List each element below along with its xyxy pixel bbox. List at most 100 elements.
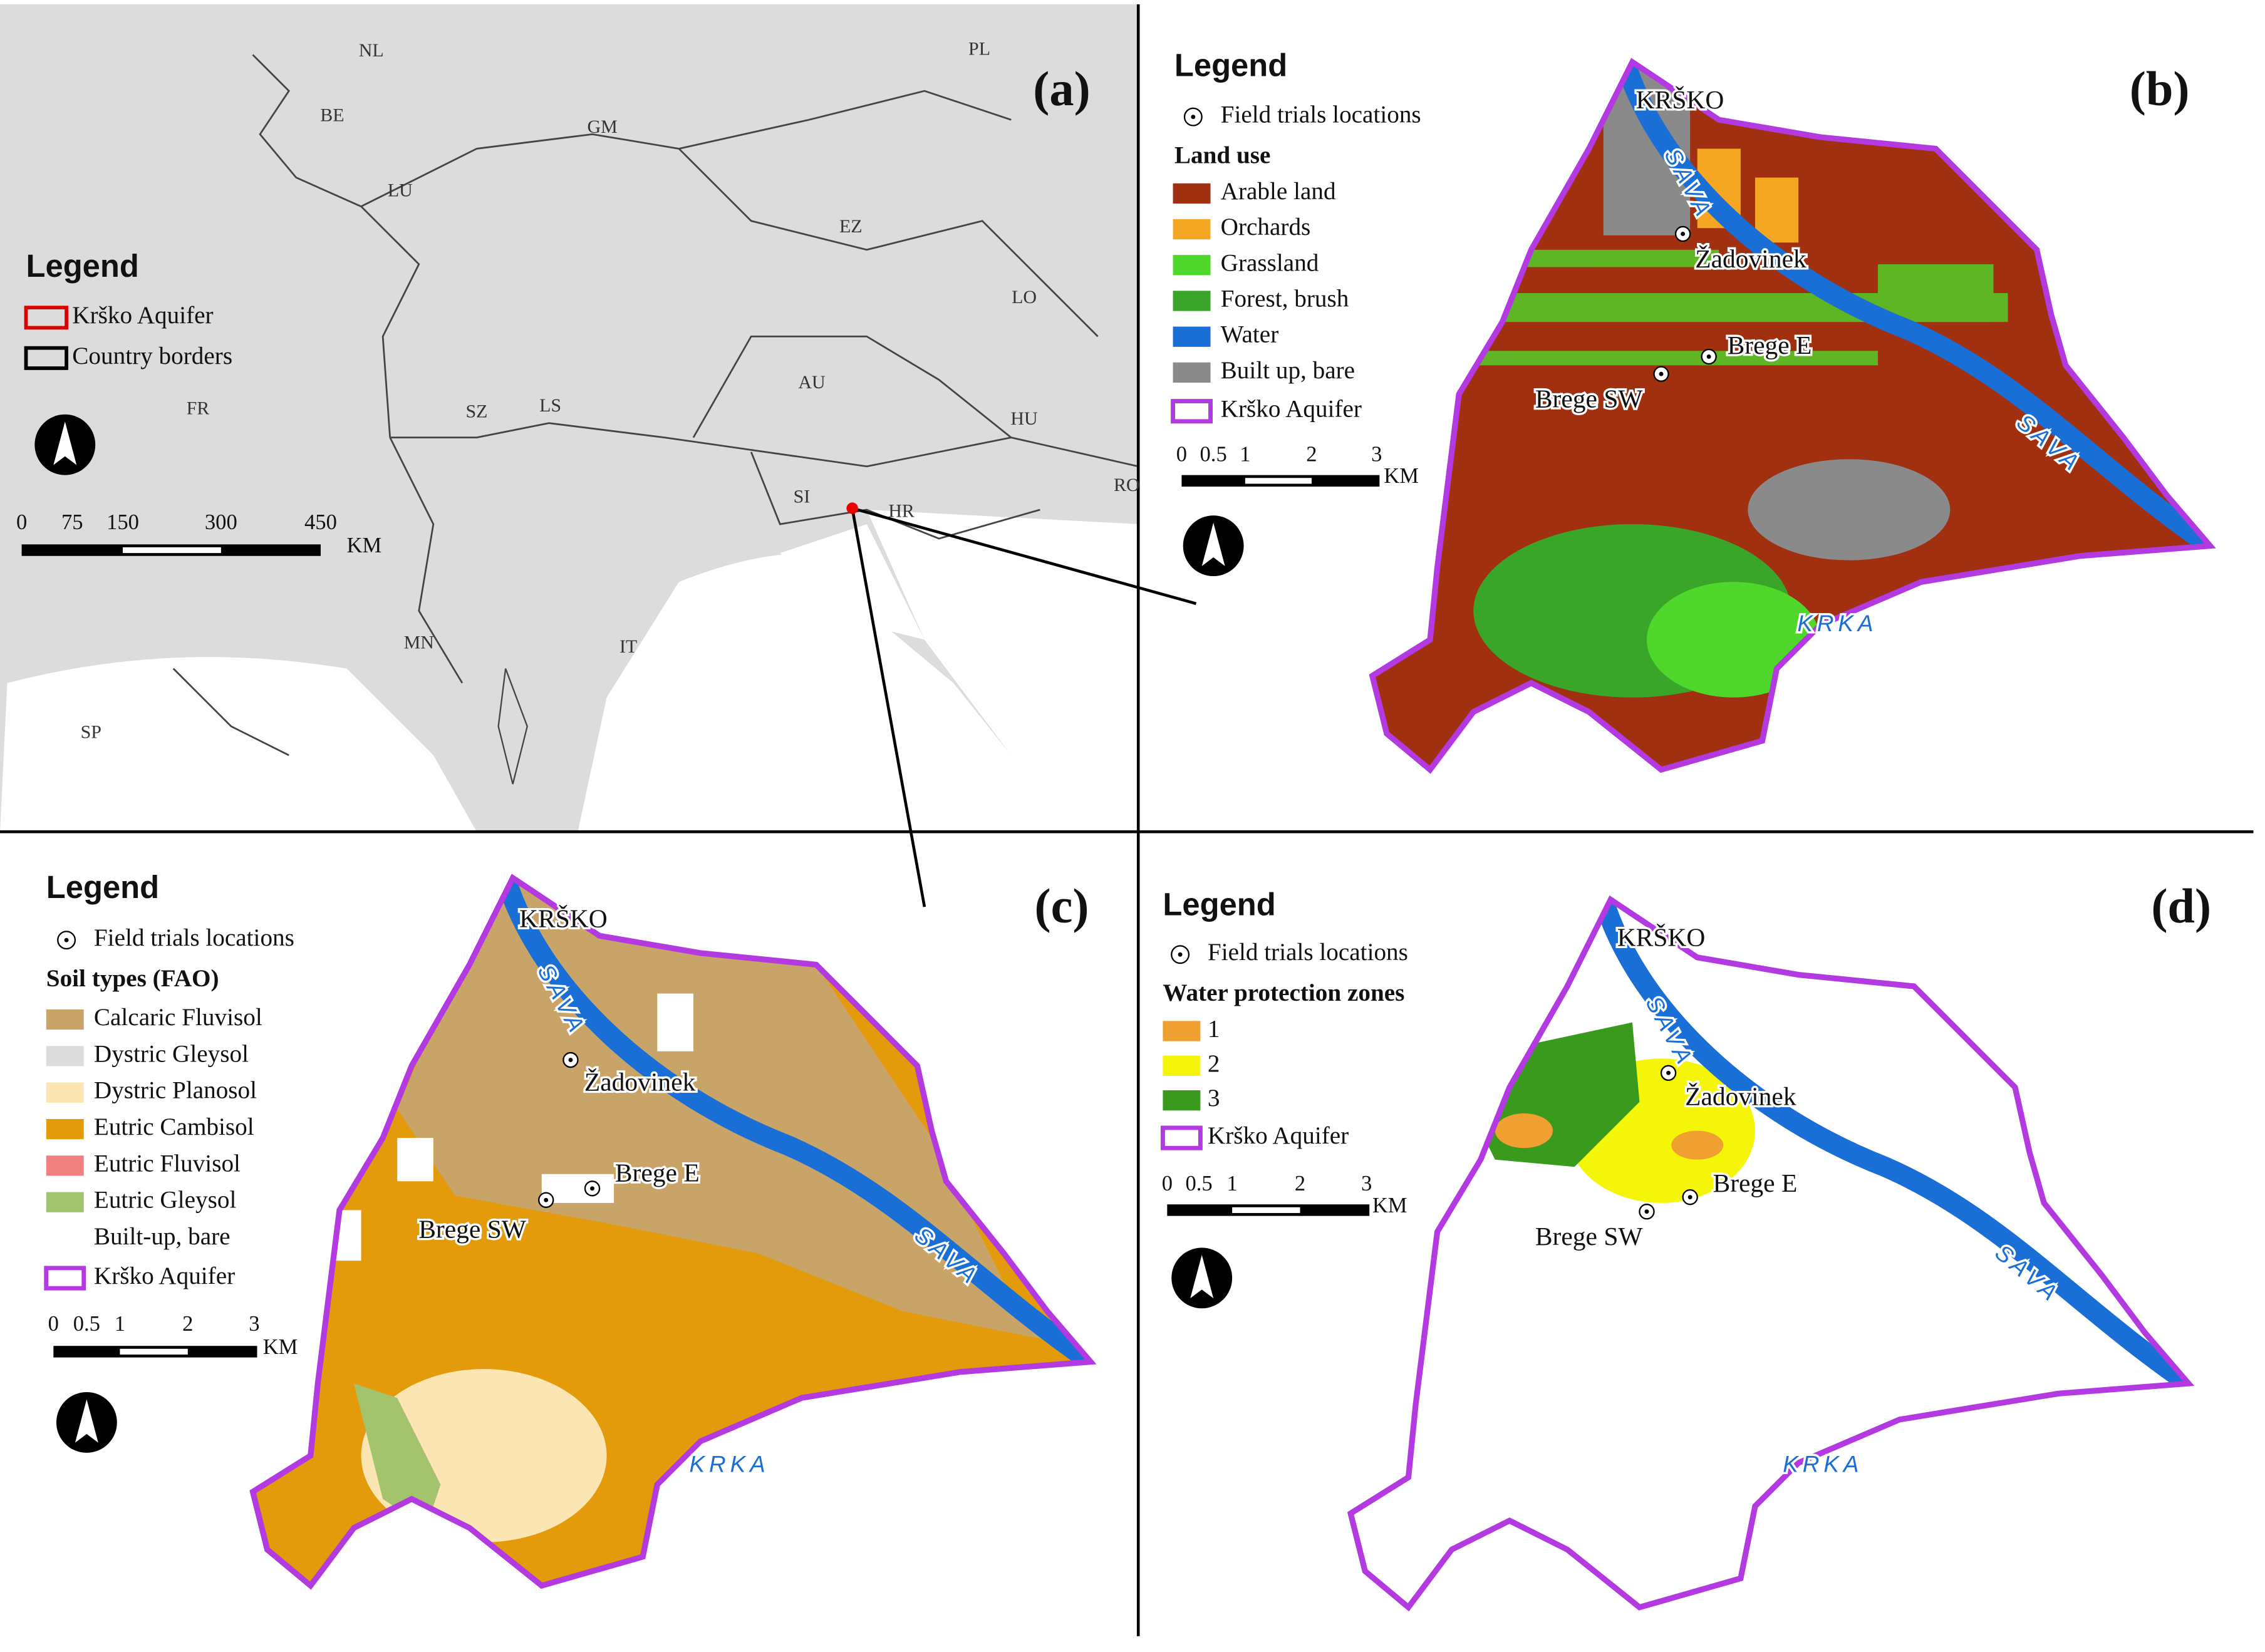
legend-item: Calcaric Fluvisol bbox=[94, 1004, 262, 1031]
legend-item: Dystric Gleysol bbox=[94, 1040, 249, 1067]
legend-swatch bbox=[1173, 291, 1211, 311]
panel-c-map bbox=[239, 864, 1106, 1600]
scale-tick: 0 bbox=[1176, 443, 1187, 467]
legend-title: Legend bbox=[1163, 887, 1275, 922]
legend-swatch bbox=[46, 1046, 84, 1066]
scale-tick: 0 bbox=[48, 1312, 59, 1336]
legend-item: Krško Aquifer bbox=[72, 302, 213, 329]
place-label: KRŠKO bbox=[1617, 923, 1706, 952]
place-label: Brege SW bbox=[1535, 1222, 1644, 1251]
scale-tick: 3 bbox=[249, 1312, 259, 1336]
aquifer-location bbox=[846, 502, 858, 514]
scale-bar-gap bbox=[123, 547, 221, 554]
place-label: KRŠKO bbox=[1636, 85, 1724, 114]
panel-label: (a) bbox=[1033, 61, 1090, 116]
field-trial-dot bbox=[1687, 1195, 1692, 1200]
place-label: Žadovinek bbox=[1695, 244, 1806, 273]
place-label: Brege E bbox=[615, 1159, 700, 1187]
legend-item: Grassland bbox=[1221, 249, 1319, 276]
country-label: HR bbox=[888, 500, 915, 521]
legend-point-dot bbox=[1178, 952, 1183, 957]
legend-swatch bbox=[46, 1082, 84, 1103]
field-trial-dot bbox=[1681, 232, 1686, 236]
north-arrow bbox=[1183, 515, 1244, 577]
country-label: SP bbox=[81, 721, 101, 742]
legend-swatch bbox=[1173, 326, 1211, 347]
scale-unit: KM bbox=[1384, 464, 1419, 488]
scale-tick: 0.5 bbox=[1185, 1172, 1212, 1195]
legend-swatch bbox=[1173, 183, 1211, 204]
north-arrow bbox=[34, 414, 96, 475]
country-label: IT bbox=[619, 636, 637, 657]
country-label: BE bbox=[320, 105, 344, 126]
scale-tick: 300 bbox=[205, 510, 237, 534]
legend-item: Built-up, bare bbox=[94, 1223, 231, 1250]
legend-item: 3 bbox=[1208, 1085, 1220, 1112]
country-label: PL bbox=[968, 38, 990, 59]
panel-label: (b) bbox=[2130, 61, 2190, 116]
scale-tick: 3 bbox=[1361, 1172, 1372, 1195]
legend-swatch bbox=[46, 1155, 84, 1176]
place-label: KRŠKO bbox=[519, 904, 608, 933]
legend-swatch bbox=[24, 306, 68, 330]
scale-tick: 3 bbox=[1371, 443, 1382, 467]
legend-point-dot bbox=[1191, 115, 1196, 120]
place-label: Brege E bbox=[1713, 1169, 1798, 1197]
country-label: SZ bbox=[466, 401, 488, 421]
scale-tick: 0.5 bbox=[1200, 443, 1227, 467]
legend-boundary: Krško Aquifer bbox=[1208, 1122, 1349, 1149]
legend-boundary-swatch bbox=[1171, 399, 1213, 424]
scale-tick: 1 bbox=[115, 1312, 125, 1336]
legend-item: Eutric Fluvisol bbox=[94, 1150, 241, 1177]
legend-swatch bbox=[1173, 219, 1211, 240]
legend-swatch bbox=[1163, 1055, 1201, 1076]
scale-tick: 2 bbox=[182, 1312, 193, 1336]
legend-swatch bbox=[46, 1118, 84, 1140]
place-label: Brege SW bbox=[1535, 385, 1644, 413]
place-label: Brege E bbox=[1728, 331, 1812, 359]
legend-boundary: Krško Aquifer bbox=[1221, 396, 1362, 423]
legend-item: Arable land bbox=[1221, 178, 1336, 205]
country-label: MN bbox=[404, 632, 434, 653]
field-trial-dot bbox=[1644, 1209, 1649, 1214]
field-trial-dot bbox=[544, 1197, 549, 1202]
legend-point-label: Field trials locations bbox=[1208, 939, 1408, 966]
field-trial-dot bbox=[1706, 354, 1711, 359]
river-label: KRKA bbox=[690, 1451, 770, 1477]
river-label: KRKA bbox=[1783, 1451, 1863, 1477]
legend-swatch bbox=[46, 1228, 84, 1249]
country-label: SI bbox=[794, 486, 811, 507]
place-label: Žadovinek bbox=[584, 1067, 696, 1096]
north-arrow bbox=[1171, 1247, 1233, 1309]
legend-item: 1 bbox=[1208, 1015, 1220, 1042]
scale-bar-gap bbox=[1245, 478, 1312, 484]
scale-tick: 0 bbox=[16, 510, 27, 534]
scale-tick: 75 bbox=[61, 510, 83, 534]
legend-swatch bbox=[46, 1009, 84, 1030]
country-label: NL bbox=[359, 40, 384, 61]
legend-item: Water bbox=[1221, 321, 1279, 348]
field-trial-dot bbox=[1666, 1070, 1671, 1075]
legend-point-label: Field trials locations bbox=[1221, 101, 1421, 128]
panel-label: (c) bbox=[1034, 879, 1089, 933]
legend-swatch bbox=[24, 346, 68, 370]
river-label: KRKA bbox=[1797, 611, 1877, 636]
legend-boundary: Krško Aquifer bbox=[94, 1262, 235, 1289]
country-label: EZ bbox=[839, 216, 863, 237]
legend-title: Legend bbox=[26, 248, 139, 284]
place-label: Žadovinek bbox=[1685, 1082, 1796, 1110]
scale-bar-gap bbox=[120, 1348, 188, 1355]
country-label: LS bbox=[539, 395, 561, 416]
legend-point-label: Field trials locations bbox=[94, 924, 294, 951]
legend-section: Water protection zones bbox=[1163, 979, 1404, 1006]
legend-item: Eutric Gleysol bbox=[94, 1187, 237, 1214]
scale-tick: 1 bbox=[1226, 1172, 1237, 1195]
scale-bar-gap bbox=[1232, 1207, 1300, 1214]
legend-boundary-swatch bbox=[44, 1266, 86, 1291]
country-label: LO bbox=[1012, 287, 1037, 307]
north-arrow bbox=[56, 1392, 117, 1453]
legend-boundary-swatch bbox=[1160, 1125, 1203, 1150]
scale-unit: KM bbox=[263, 1335, 298, 1359]
country-label: AU bbox=[798, 372, 826, 393]
legend-swatch bbox=[1163, 1090, 1201, 1111]
